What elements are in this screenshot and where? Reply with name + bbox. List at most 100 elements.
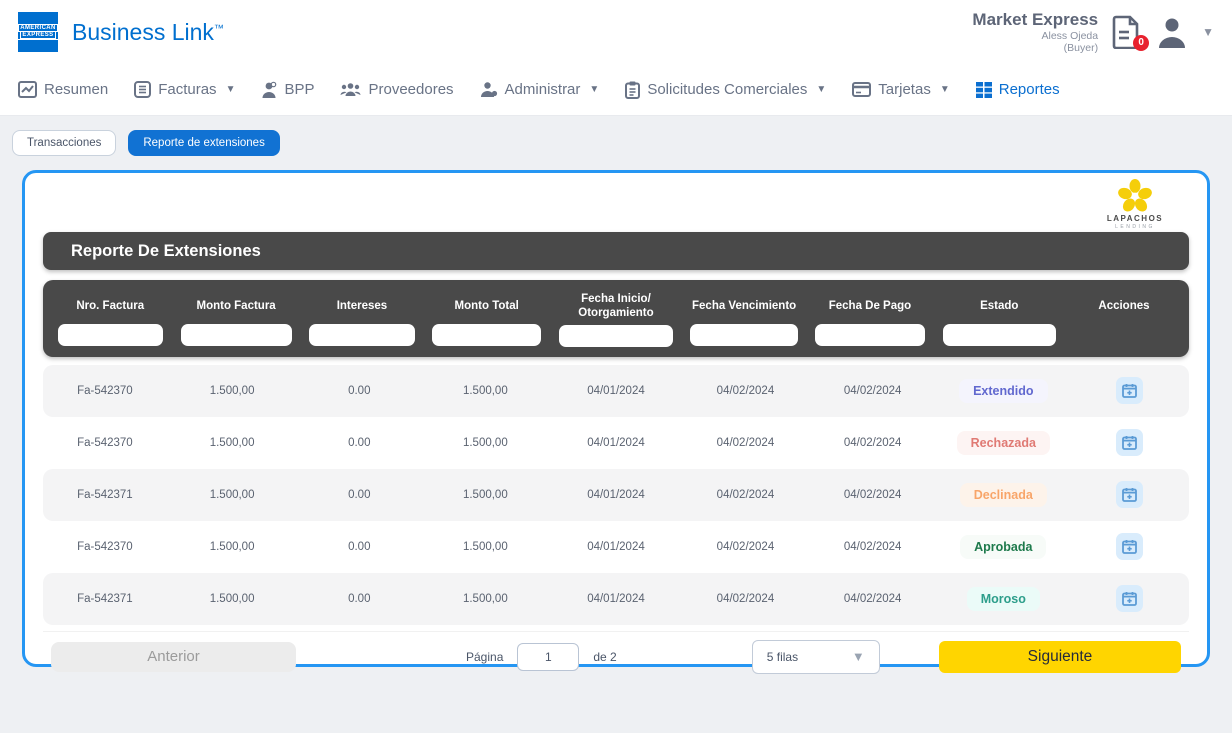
person-badge-icon (262, 81, 277, 98)
cell-interest: 0.00 (348, 384, 371, 397)
table-row: Fa-542370 1.500,00 0.00 1.500,00 04/01/2… (43, 364, 1189, 417)
status-badge: Moroso (966, 586, 1040, 611)
extend-action-button[interactable] (1115, 429, 1143, 457)
cell-start-date: 04/01/2024 (587, 384, 645, 397)
cell-invoice: Fa-542371 (77, 592, 133, 605)
table-row: Fa-542371 1.500,00 0.00 1.500,00 04/01/2… (43, 468, 1189, 521)
cell-start-date: 04/01/2024 (587, 592, 645, 605)
vendor-logo-name: LAPACHOS (1106, 214, 1164, 223)
filter-input-estado[interactable] (942, 324, 1056, 346)
table-body: Fa-542370 1.500,00 0.00 1.500,00 04/01/2… (43, 364, 1189, 625)
cell-pay-date: 04/02/2024 (843, 488, 902, 501)
cell-amount: 1.500,00 (209, 488, 255, 501)
tab-transacciones[interactable]: Transacciones (12, 130, 117, 156)
table-row: Fa-542371 1.500,00 0.00 1.500,00 04/01/2… (43, 572, 1189, 625)
column-header-monto-factura: Monto Factura (196, 299, 276, 312)
filter-input-nro-factura[interactable] (57, 324, 163, 346)
cell-total: 1.500,00 (462, 384, 508, 397)
column-header-intereses: Intereses (336, 299, 388, 312)
cell-invoice: Fa-542370 (77, 436, 133, 449)
column-header-fecha-inicio: Fecha Inicio/ Otorgamiento (578, 293, 654, 320)
flower-icon (1118, 179, 1152, 212)
account-info: Market Express Aless Ojeda (Buyer) (972, 10, 1098, 54)
cell-amount: 1.500,00 (209, 436, 255, 449)
status-badge: Declinada (959, 482, 1047, 507)
notification-count-badge: 0 (1133, 34, 1150, 51)
rows-per-page-value: 5 filas (766, 649, 799, 664)
filter-input-monto-total[interactable] (432, 324, 542, 346)
cell-due-date: 04/02/2024 (716, 540, 775, 553)
status-badge: Rechazada (956, 430, 1050, 455)
column-header-monto-total: Monto Total (454, 299, 519, 312)
filter-input-intereses[interactable] (309, 324, 415, 346)
amex-logo: AMERICAN EXPRESS (16, 12, 60, 52)
extend-action-button[interactable] (1115, 533, 1143, 561)
column-header-nro-factura: Nro. Factura (76, 299, 145, 312)
page-title: Reporte De Extensiones (71, 241, 261, 260)
page-total-label: de 2 (593, 649, 617, 664)
calendar-plus-icon (1121, 592, 1137, 607)
page-label: Página (466, 649, 504, 664)
nav-item-bpp[interactable]: BPP (261, 81, 314, 99)
chevron-down-icon[interactable]: ▼ (1202, 24, 1214, 39)
previous-page-button[interactable]: Anterior (51, 641, 296, 672)
nav-item-facturas[interactable]: Facturas ▼ (134, 81, 235, 98)
card-title-bar: Reporte De Extensiones (43, 232, 1189, 270)
cell-interest: 0.00 (348, 592, 371, 605)
nav-item-resumen[interactable]: Resumen (18, 81, 108, 98)
app-title: Business Link™ (72, 18, 224, 45)
account-company: Market Express (972, 10, 1099, 30)
filter-input-fecha-inicio[interactable] (559, 324, 673, 347)
pagination-bar: Anterior Página de 2 5 filas ▼ Siguiente (43, 630, 1189, 678)
cell-interest: 0.00 (348, 436, 371, 449)
cell-total: 1.500,00 (462, 540, 508, 553)
report-card: LAPACHOS LENDING Reporte De Extensiones … (22, 170, 1210, 674)
cell-pay-date: 04/02/2024 (843, 436, 902, 449)
nav-item-reportes[interactable]: Reportes (975, 81, 1060, 98)
cell-invoice: Fa-542371 (77, 488, 133, 501)
report-grid-icon (975, 81, 992, 98)
account-user: Aless Ojeda (1041, 29, 1099, 42)
extend-action-button[interactable] (1115, 481, 1143, 509)
cell-total: 1.500,00 (462, 592, 508, 605)
nav-item-proveedores[interactable]: Proveedores (340, 81, 454, 98)
nav-item-administrar[interactable]: Administrar ▼ (480, 81, 599, 98)
trademark-symbol: ™ (213, 22, 224, 34)
filter-input-fecha-de-pago[interactable] (815, 324, 925, 346)
tab-reporte-extensiones[interactable]: Reporte de extensiones (128, 130, 280, 156)
chevron-down-icon: ▼ (851, 649, 865, 665)
table-row: Fa-542370 1.500,00 0.00 1.500,00 04/01/2… (43, 520, 1189, 573)
extend-action-button[interactable] (1115, 377, 1143, 405)
next-page-button[interactable]: Siguiente (939, 640, 1181, 673)
cell-pay-date: 04/02/2024 (843, 540, 902, 553)
rows-per-page-select[interactable]: 5 filas ▼ (751, 639, 880, 674)
chevron-down-icon: ▼ (225, 84, 236, 95)
cell-amount: 1.500,00 (209, 540, 255, 553)
column-header-estado: Estado (980, 299, 1019, 312)
account-role: (Buyer) (1063, 41, 1099, 54)
table-row: Fa-542370 1.500,00 0.00 1.500,00 04/01/2… (43, 416, 1189, 469)
amex-logo-line2: EXPRESS (20, 31, 56, 39)
extend-action-button[interactable] (1115, 585, 1143, 613)
status-badge: Extendido (959, 378, 1048, 403)
calendar-plus-icon (1121, 488, 1137, 503)
nav-item-tarjetas[interactable]: Tarjetas ▼ (852, 81, 950, 98)
page-number-input[interactable] (517, 642, 580, 671)
nav-item-solicitudes-comerciales[interactable]: Solicitudes Comerciales ▼ (625, 81, 826, 99)
notifications-button[interactable]: 0 (1112, 15, 1150, 51)
cell-amount: 1.500,00 (209, 384, 255, 397)
filter-input-monto-factura[interactable] (180, 324, 292, 346)
invoice-list-icon (134, 81, 152, 98)
user-avatar-icon[interactable] (1156, 16, 1188, 48)
page-content: Transacciones Reporte de extensiones LAP… (0, 116, 1232, 674)
cell-start-date: 04/01/2024 (587, 436, 645, 449)
filter-input-fecha-vencimiento[interactable] (690, 324, 798, 346)
calendar-plus-icon (1121, 384, 1137, 399)
cell-due-date: 04/02/2024 (716, 488, 775, 501)
cell-amount: 1.500,00 (209, 592, 255, 605)
main-navigation: Resumen Facturas ▼ BPP Proveedores Admini… (0, 64, 1232, 116)
cell-start-date: 04/01/2024 (587, 540, 645, 553)
cell-start-date: 04/01/2024 (587, 488, 645, 501)
column-header-fecha-vencimiento: Fecha Vencimiento (692, 299, 797, 312)
report-tabs: Transacciones Reporte de extensiones (0, 130, 1232, 156)
